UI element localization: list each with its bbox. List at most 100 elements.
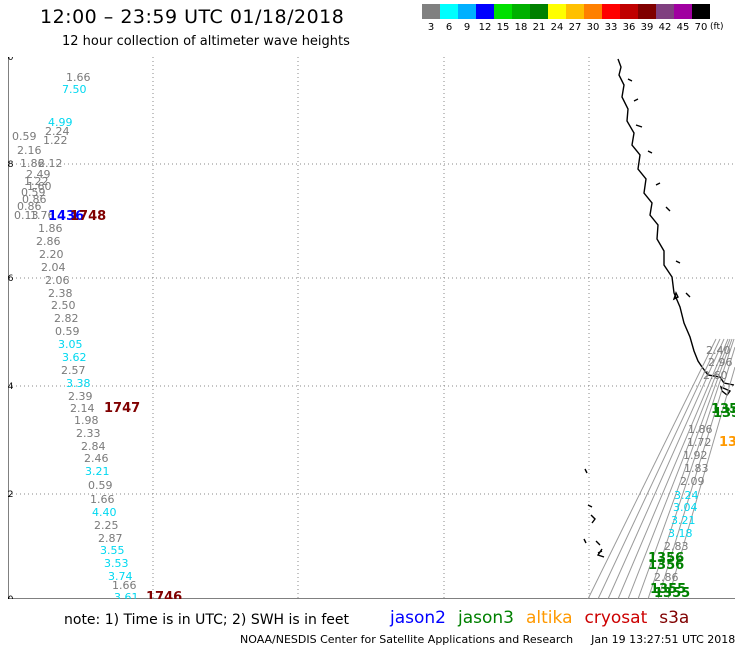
wave-height-value: 1.86 [20,157,45,170]
wave-height-value: 1.22 [43,134,68,147]
wave-height-value: 2.96 [708,356,733,369]
legend-unit: (ft) [710,22,724,32]
pass-time-label: 1747 [104,401,140,416]
legend-swatch [458,4,476,19]
map-border [8,57,735,599]
legend-label: 42 [658,22,672,33]
wave-height-value: 2.57 [61,364,86,377]
legend-swatch [566,4,584,19]
wave-height-value: 2.24 [45,125,70,138]
wave-height-value: 0.59 [88,479,113,492]
legend-label: 39 [640,22,654,33]
wave-height-value: 2.06 [45,274,70,287]
color-legend [422,4,710,19]
legend-swatch [692,4,710,19]
footnote: note: 1) Time is in UTC; 2) SWH is in fe… [64,612,350,628]
legend-swatch [512,4,530,19]
credit-line: NOAA/NESDIS Center for Satellite Applica… [240,633,735,646]
wave-height-value: 2.39 [68,390,93,403]
wave-height-value: 2.33 [76,427,101,440]
wave-height-value: 3.24 [674,489,699,502]
y-axis-ticks: 20 18 16 14 12 10 [8,57,14,599]
wave-height-value: 1.98 [74,414,99,427]
credit-text: NOAA/NESDIS Center for Satellite Applica… [240,633,574,646]
y-tick-label: 18 [8,160,14,170]
legend-label: 15 [496,22,510,33]
wave-height-value: 1.86 [38,222,63,235]
legend-swatch [494,4,512,19]
satellite-label-jason3: jason3 [458,608,514,628]
wave-height-value: 3.18 [668,527,693,540]
y-tick-label: 16 [8,274,14,284]
wave-height-value: 2.20 [39,248,64,261]
wave-height-value: 0.59 [12,130,37,143]
wave-height-value: 1.83 [684,462,709,475]
pass-time-label: 1356 [648,551,684,566]
wave-height-value: 3.05 [58,338,83,351]
wave-height-value: 2.83 [664,540,689,553]
wave-height-value: 3.04 [673,501,698,514]
wave-height-value: 1.66 [66,71,91,84]
legend-label: 27 [568,22,582,33]
legend-swatch [602,4,620,19]
legend-swatch [638,4,656,19]
wave-height-value: 2.14 [70,402,95,415]
satellite-label-jason2: jason2 [390,608,446,628]
wave-height-value: 2.50 [51,299,76,312]
wave-height-value: 0.59 [55,325,80,338]
wave-height-value: 2.12 [38,157,63,170]
legend-swatch [440,4,458,19]
wave-height-value: 1.72 [687,436,712,449]
satellite-label-cryosat: cryosat [584,608,648,628]
wave-height-value: 1.66 [112,579,137,592]
pass-time-label: 1357 [713,406,735,421]
pass-time-label: 1355 [654,586,690,599]
legend-label: 3 [427,22,435,33]
pass-time-label: 1355 [650,582,686,597]
y-tick-label: 14 [8,382,14,392]
legend-label: 45 [676,22,690,33]
wave-height-value: 3.55 [100,544,125,557]
y-tick-label: 12 [8,490,13,500]
legend-swatch [656,4,674,19]
legend-swatch [530,4,548,19]
wave-height-value: 2.25 [94,519,119,532]
wave-height-value: 3.21 [85,465,110,478]
wave-height-value: 3.61 [114,591,139,599]
wave-height-value: 4.40 [92,506,117,519]
pass-time-label: 1748 [70,209,106,224]
wave-height-value: 3.21 [671,514,696,527]
wave-height-value: 2.49 [26,168,51,181]
legend-swatch [548,4,566,19]
wave-height-value: 3.62 [62,351,87,364]
legend-swatch [422,4,440,19]
coastline [583,58,735,558]
legend-swatch [476,4,494,19]
wave-height-value: 0.86 [17,200,42,213]
wave-height-value: 2.38 [48,287,73,300]
legend-swatch [584,4,602,19]
wave-height-value: 2.04 [41,261,66,274]
wave-height-value: 3.38 [66,377,91,390]
wave-height-value: 2.82 [54,312,79,325]
wave-height-value: 1.76 [30,209,55,222]
legend-label: 6 [445,22,453,33]
grid-lines [8,57,735,599]
wave-height-value: 2.16 [17,144,42,157]
wave-height-value: 2.60 [703,369,728,382]
page-title: 12:00 – 23:59 UTC 01/18/2018 [40,6,345,28]
wave-height-value: 2.84 [81,440,106,453]
wave-height-value: 2.87 [98,532,123,545]
wave-height-value: 2.86 [36,235,61,248]
wave-height-value: 7.50 [62,83,87,96]
west-track-labels: 1.667.504.992.241.220.592.161.862.122.49… [12,71,182,599]
generated-timestamp: Jan 19 13:27:51 UTC 2018 [591,633,736,646]
legend-label: 21 [532,22,546,33]
legend-label: 70 [694,22,708,33]
satellite-label-altika: altika [526,608,573,628]
legend-label: 18 [514,22,528,33]
wave-height-value: 2.86 [654,571,679,584]
legend-label: 30 [586,22,600,33]
wave-height-value: 3.53 [104,557,129,570]
wave-height-map: 1.667.504.992.241.220.592.161.862.122.49… [8,57,735,599]
